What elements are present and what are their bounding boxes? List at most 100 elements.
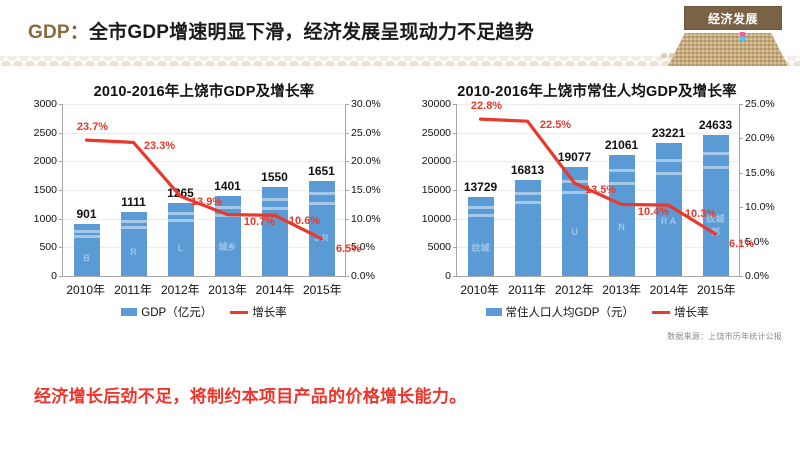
bar-watermark-stripe <box>702 151 729 155</box>
page-title-main: 全市GDP增速明显下滑，经济发展呈现动力不足趋势 <box>88 22 534 43</box>
x-axis-tick-label: 2012年 <box>554 283 594 297</box>
y-axis-tick-label: 20000 <box>421 155 451 168</box>
bar-value-label: 1550 <box>261 170 288 185</box>
section-badge: 经济发展 <box>684 6 782 30</box>
gridline <box>457 218 739 220</box>
y-axis-tick-label: 500 <box>39 241 57 254</box>
bar-watermark-stripe <box>214 205 241 209</box>
secondary-y-axis-tick-label: 10.0% <box>351 212 381 225</box>
legend-item-bar: 常住人口人均GDP（元） <box>485 304 634 320</box>
y-axis-tick-mark <box>453 190 457 191</box>
growth-rate-value-label: 10.7% <box>243 215 276 228</box>
y-axis-tick-label: 25000 <box>421 126 451 139</box>
bar-watermark-stripe <box>261 198 288 202</box>
gridline <box>457 104 739 105</box>
gridline <box>63 218 345 220</box>
bar-value-label: 1111 <box>121 195 146 210</box>
bar-watermark-stripe <box>308 192 335 196</box>
bar-group: J R 1651 <box>298 104 345 276</box>
y-axis-tick-mark <box>59 190 63 191</box>
legend-item-line: 增长率 <box>651 304 708 320</box>
secondary-y-axis-tick-label: 5.0% <box>745 235 769 248</box>
bar-watermark-stripe <box>608 169 635 173</box>
bar-value-label: 19077 <box>557 149 592 164</box>
y-axis-tick-label: 30000 <box>421 98 451 110</box>
y-axis-tick-label: 1000 <box>33 212 57 225</box>
chart-title: 2010-2016年上饶市GDP及增长率 <box>93 84 315 100</box>
bar-value-label: 23221 <box>651 125 686 140</box>
x-axis-labels: 2010年 2011年 2012年 2013年 2014年 2015年 <box>62 281 346 298</box>
chart-legend: 常住人口人均GDP（元） 增长率 <box>398 304 796 320</box>
bar-watermark-stripe <box>561 190 588 194</box>
line-path <box>478 117 718 236</box>
legend-bar-swatch-icon <box>121 308 138 316</box>
y-axis-tick-label: 3000 <box>33 98 57 110</box>
bar-watermark-stripe <box>167 212 194 216</box>
bar-watermark-stripe <box>167 219 194 223</box>
growth-rate-line <box>84 138 324 241</box>
x-axis-tick-label: 2014年 <box>649 283 689 297</box>
secondary-y-axis-tick-label: 0.0% <box>745 270 769 282</box>
wave-divider <box>0 56 800 66</box>
y-axis-tick-mark <box>59 276 63 277</box>
bar-watermark-stripe <box>261 207 288 211</box>
y-axis-tick-label: 0 <box>51 270 57 282</box>
bar-watermark-stripe <box>73 230 100 234</box>
secondary-y-axis-tick-label: 30.0% <box>351 98 381 110</box>
page-title-prefix: GDP： <box>28 22 89 43</box>
y-axis-tick-label: 0 <box>445 270 451 282</box>
line-path <box>84 138 324 241</box>
bar-value-label: 1651 <box>308 164 335 179</box>
y-axis-tick-mark <box>59 161 63 163</box>
plot-area: 0 500 1000 1500 2000 2500 3000 0.0% 5.0% 10.0% 15.… <box>34 98 381 282</box>
secondary-y-axis-tick-label: 25.0% <box>745 98 775 110</box>
bar-watermark-stripe <box>655 171 682 175</box>
growth-rate-value-label: 23.3% <box>143 140 176 153</box>
chart-gdp-total: 2010-2016年上饶市GDP及增长率 0 500 1000 1500 2000 250… <box>8 76 400 351</box>
y-axis-tick-mark <box>59 104 63 105</box>
bar-value-label: 1401 <box>214 178 241 193</box>
bar: N <box>608 155 635 276</box>
growth-rate-value-label: 10.6% <box>288 215 321 228</box>
secondary-y-axis-tick-mark <box>739 104 743 105</box>
growth-rate-value-label: 22.5% <box>539 119 572 132</box>
secondary-y-axis-tick-label: 10.0% <box>745 201 775 214</box>
bar-watermark-stripe <box>73 235 100 239</box>
y-axis-tick-mark <box>453 247 457 249</box>
secondary-y-axis-tick-label: 5.0% <box>351 241 375 254</box>
slide-header: GDP：全市GDP增速明显下滑，经济发展呈现动力不足趋势 经济发展 <box>0 0 800 72</box>
secondary-y-axis-tick-mark <box>345 218 349 220</box>
gridline <box>457 132 739 134</box>
y-axis-tick-label: 15000 <box>421 184 451 196</box>
bar <box>261 187 288 276</box>
section-badge-label: 经济发展 <box>707 11 758 26</box>
plot-area: 0 5000 10000 15000 20000 25000 30000 0.0% 5.0% 10… <box>422 98 775 282</box>
legend-item-line: 增长率 <box>230 304 287 320</box>
bar-value-label: 21061 <box>604 138 639 153</box>
secondary-y-axis-tick-mark <box>345 161 349 163</box>
bar-value-label: 16813 <box>510 162 545 177</box>
legend-bar-label: GDP（亿元） <box>141 307 213 319</box>
growth-rate-value-label: 13.9% <box>190 196 223 209</box>
pin-icon <box>740 32 745 41</box>
bar-watermark-stripe <box>120 226 147 230</box>
gridline <box>63 104 345 105</box>
bar-watermark-stripe <box>702 165 729 169</box>
y-axis-tick-mark <box>59 218 63 220</box>
bar-watermark-stripe <box>655 158 682 162</box>
bar-watermark-stripe <box>514 200 541 204</box>
secondary-y-axis-tick-mark <box>345 276 349 277</box>
legend-line-label: 增长率 <box>252 307 287 319</box>
bamboo-mat-icon <box>668 33 788 66</box>
y-axis-tick-mark <box>453 218 457 220</box>
secondary-y-axis-tick-mark <box>345 132 349 134</box>
chart-title: 2010-2016年上饶市常住人均GDP及增长率 <box>457 84 737 100</box>
secondary-y-axis-tick-label: 15.0% <box>745 166 775 179</box>
secondary-y-axis-tick-label: 25.0% <box>351 126 381 139</box>
legend-bar-swatch-icon <box>485 308 502 316</box>
growth-rate-line <box>478 117 718 236</box>
bar-watermark-stripe <box>467 214 494 218</box>
secondary-y-axis-tick-mark <box>345 247 349 249</box>
section-badge-group: 经济发展 <box>660 6 792 68</box>
